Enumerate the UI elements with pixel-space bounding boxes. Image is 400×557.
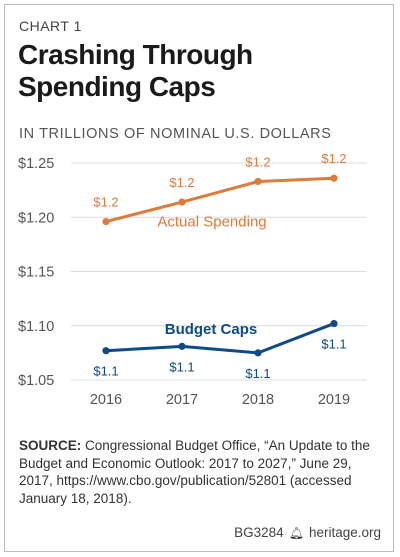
liberty-bell-icon: 🔔︎	[288, 525, 304, 540]
data-label: $1.2	[169, 175, 194, 190]
data-point	[254, 349, 262, 357]
series-line-1	[104, 322, 336, 355]
chart-frame: CHART 1 Crashing Through Spending Caps I…	[4, 4, 394, 552]
data-label: $1.2	[93, 195, 118, 210]
source-note: SOURCE: Congressional Budget Office, “An…	[19, 437, 385, 507]
data-point	[330, 174, 338, 182]
data-label: $1.2	[245, 154, 270, 169]
data-point	[178, 198, 186, 206]
y-tick-label: $1.10	[18, 319, 54, 335]
x-tick-label: 2016	[90, 392, 122, 408]
data-point	[102, 217, 110, 226]
data-label: $1.1	[245, 366, 270, 381]
chart-number-label: CHART 1	[19, 18, 82, 34]
site-name: heritage.org	[308, 525, 381, 540]
series-label: Actual Spending	[157, 214, 266, 231]
data-label: $1.1	[321, 337, 346, 352]
footer: BG3284 🔔︎ heritage.org	[234, 525, 381, 540]
x-tick-label: 2017	[166, 392, 198, 408]
data-label: $1.1	[169, 359, 194, 374]
chart-title-line-2: Spending Caps	[18, 71, 216, 102]
report-code: BG3284	[234, 525, 284, 540]
data-point	[178, 342, 186, 350]
data-point	[254, 177, 262, 186]
y-tick-label: $1.05	[18, 373, 54, 389]
y-tick-label: $1.20	[18, 210, 54, 226]
x-tick-label: 2018	[242, 392, 274, 408]
x-tick-label: 2019	[318, 392, 350, 408]
series-label: Budget Caps	[165, 321, 258, 338]
y-tick-label: $1.25	[18, 156, 54, 172]
data-point	[102, 347, 110, 355]
units-label: IN TRILLIONS OF NOMINAL U.S. DOLLARS	[19, 126, 332, 142]
data-label: $1.2	[321, 151, 346, 166]
data-label: $1.1	[93, 364, 118, 379]
line-chart: $1.25 $1.20 $1.15 $1.10 $1.05 2016 2017 2018 201…	[18, 151, 367, 408]
y-tick-label: $1.15	[18, 265, 54, 281]
series-line-0	[104, 176, 336, 224]
data-point	[330, 319, 338, 328]
chart-title: Crashing Through Spending Caps	[18, 39, 253, 103]
source-text: Congressional Budget Office, “An Update …	[19, 438, 370, 506]
chart-title-line-1: Crashing Through	[18, 39, 253, 70]
source-label: SOURCE:	[19, 438, 82, 453]
